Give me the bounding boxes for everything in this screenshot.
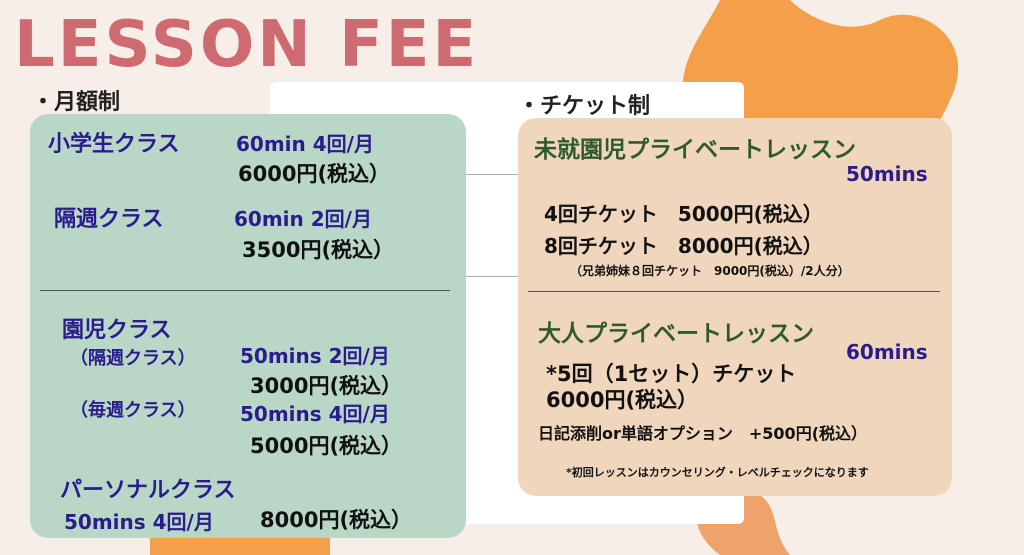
class-detail: 50mins 4回/月 bbox=[240, 402, 390, 426]
class-name: 小学生クラス bbox=[48, 132, 180, 157]
class-price: 8000円(税込） bbox=[260, 508, 413, 532]
lesson-duration: 60mins bbox=[846, 340, 928, 364]
monthly-heading: ・月額制 bbox=[32, 90, 121, 115]
ticket-panel bbox=[518, 118, 952, 496]
class-detail: 50mins 4回/月 bbox=[64, 510, 214, 534]
class-name: パーソナルクラス bbox=[60, 478, 236, 503]
lesson-duration: 50mins bbox=[846, 162, 928, 186]
ticket-price: 4回チケット 5000円(税込） bbox=[544, 202, 823, 226]
option-price: 日記添削or単語オプション +500円(税込） bbox=[538, 424, 868, 443]
lesson-name: 未就園児プライベートレッスン bbox=[534, 137, 856, 163]
class-detail: 60min 4回/月 bbox=[236, 132, 374, 156]
page-title: LESSON FEE bbox=[14, 8, 480, 82]
ticket-set: *5回（1セット）チケット bbox=[546, 362, 797, 386]
first-lesson-note: *初回レッスンはカウンセリング・レベルチェックになります bbox=[566, 466, 869, 479]
class-detail: 50mins 2回/月 bbox=[240, 344, 390, 368]
lesson-name: 大人プライベートレッスン bbox=[538, 321, 814, 347]
class-price: 6000円(税込） bbox=[238, 162, 391, 186]
class-detail: 60min 2回/月 bbox=[234, 207, 372, 231]
ticket-heading: ・チケット制 bbox=[518, 94, 651, 119]
class-name: （隔週クラス） bbox=[70, 348, 196, 369]
class-name: 隔週クラス bbox=[54, 207, 164, 232]
class-price: 5000円(税込） bbox=[250, 434, 403, 458]
monthly-panel bbox=[30, 114, 466, 538]
class-price: 3500円(税込） bbox=[242, 238, 395, 262]
class-name: （毎週クラス） bbox=[70, 400, 196, 421]
sibling-note: （兄弟姉妹８回チケット 9000円(税込）/2人分） bbox=[570, 264, 850, 278]
class-price: 3000円(税込） bbox=[250, 374, 403, 398]
class-name: 園児クラス bbox=[62, 318, 172, 343]
ticket-price: 8回チケット 8000円(税込） bbox=[544, 234, 823, 258]
ticket-price: 6000円(税込） bbox=[546, 388, 699, 412]
